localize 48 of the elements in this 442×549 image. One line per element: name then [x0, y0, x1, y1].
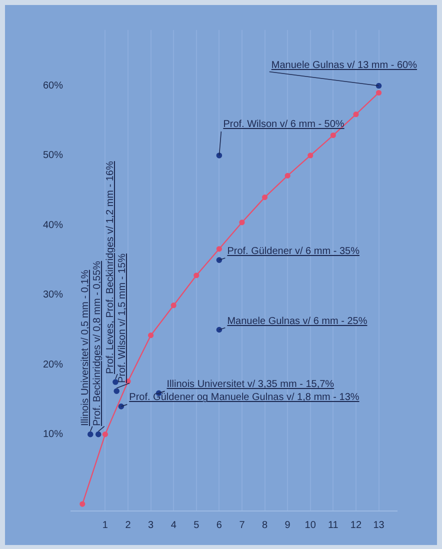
x-tick-label: 12: [350, 520, 362, 531]
x-tick-label: 8: [262, 520, 268, 531]
point: [148, 332, 154, 338]
annotation: Manuele Gulnas v/ 6 mm - 25%: [227, 316, 368, 328]
x-tick-label: 11: [328, 520, 339, 531]
point: [216, 152, 222, 158]
point: [353, 112, 359, 118]
point: [239, 220, 245, 226]
x-tick-label: 6: [216, 520, 222, 531]
annotation: Prof. Leves, Prof. Beckinridges v/ 1,2 mm - 16%: [105, 161, 118, 374]
annotation: Prof. Wilson v/ 1,5 mm - 15%: [117, 254, 130, 384]
point: [80, 501, 86, 507]
x-tick-label: 5: [194, 520, 200, 531]
point: [95, 431, 102, 438]
y-tick-label: 50%: [43, 150, 64, 162]
x-tick-label: 13: [373, 520, 385, 531]
annotation: Prof. Güldener v/ 6 mm - 35%: [227, 246, 360, 258]
x-tick-label: 10: [304, 520, 316, 531]
x-tick-label: 7: [239, 520, 246, 531]
x-tick-label: 3: [148, 520, 154, 531]
point: [112, 379, 118, 385]
y-tick-label: 40%: [43, 220, 64, 231]
y-tick-label: 20%: [43, 359, 64, 370]
annotation: Manuele Gulnas v/ 13 mm - 60%: [271, 60, 417, 72]
point: [330, 132, 336, 138]
annotation: Prof. Wilson v/ 6 mm - 50%: [223, 119, 344, 132]
annotation: Prof. Güldener og Manuele Gulnas v/ 1,8 mm - 13%: [129, 392, 360, 404]
point: [87, 431, 94, 438]
point: [262, 194, 268, 200]
point: [216, 246, 222, 252]
point: [308, 152, 314, 158]
point: [114, 388, 120, 394]
point: [102, 432, 108, 438]
x-tick-label: 1: [102, 520, 108, 531]
y-tick-label: 60%: [43, 80, 64, 92]
y-tick-label: 10%: [43, 429, 64, 440]
annotation: Illinois Universitet v/ 0,5 mm - 0,1%: [80, 270, 92, 426]
point: [118, 404, 124, 410]
x-tick-label: 9: [284, 520, 291, 531]
annotation: Prof. Beckinridges v/ 0,8 mm - 0,55%: [92, 261, 104, 426]
point: [170, 302, 176, 308]
y-tick-label: 30%: [43, 290, 64, 301]
point: [376, 90, 382, 96]
annotation: Illinois Universitet v/ 3,35 mm - 15,7%: [166, 379, 334, 392]
point: [194, 272, 200, 278]
point: [284, 172, 290, 178]
x-tick-label: 2: [125, 520, 132, 531]
x-tick-label: 4: [170, 520, 177, 531]
